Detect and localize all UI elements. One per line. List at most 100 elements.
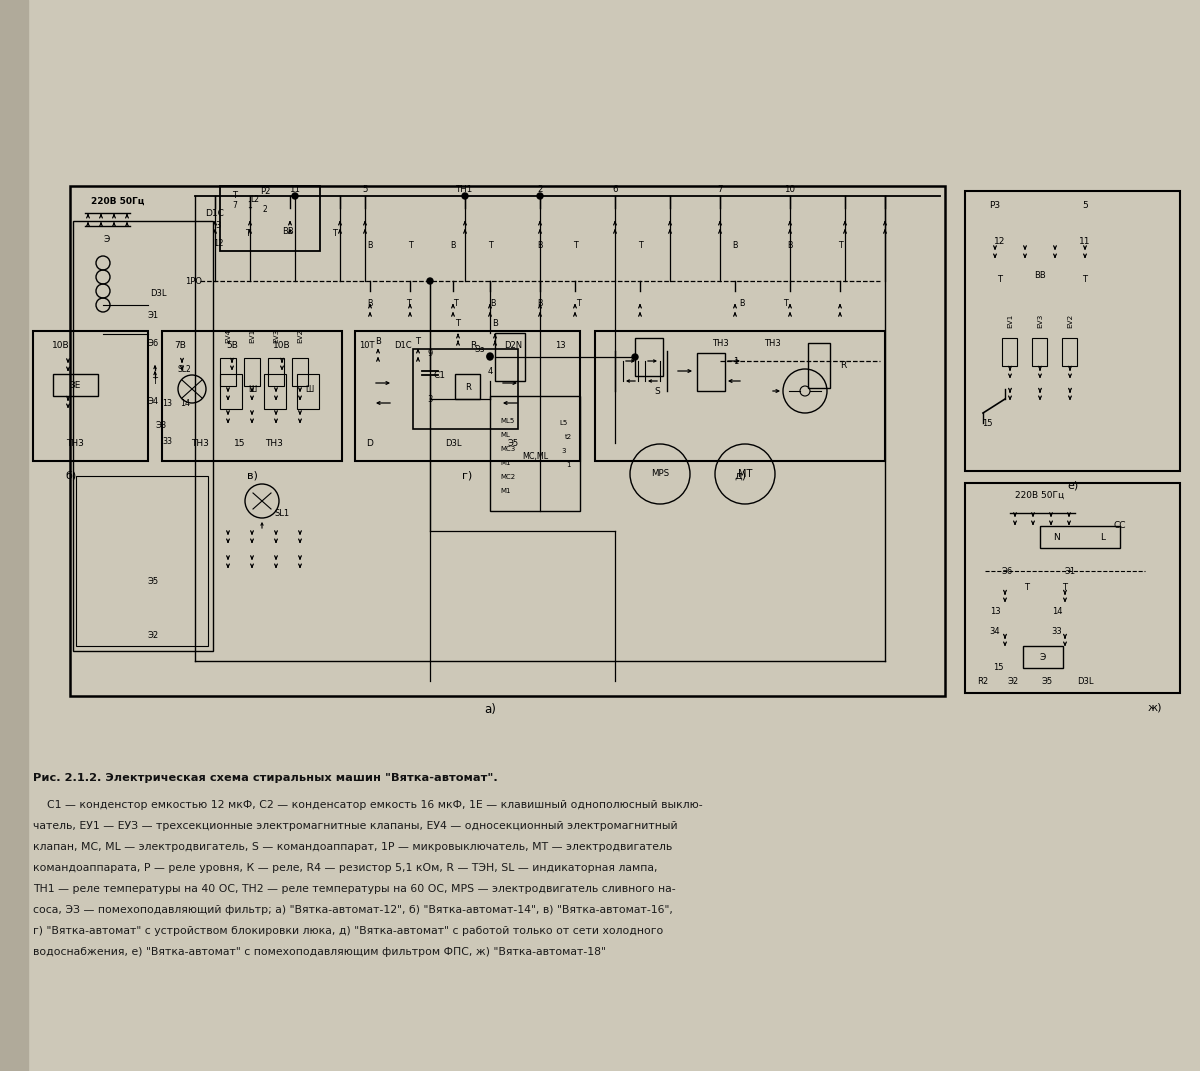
Text: D3L: D3L [150,288,167,298]
Text: MPS: MPS [650,469,670,479]
Text: В: В [492,318,498,328]
Text: 12: 12 [212,239,223,247]
Text: 1: 1 [565,462,570,468]
Text: Э6: Э6 [148,338,160,347]
Text: R: R [466,382,470,392]
Bar [70,186,946,696]
Text: Т: Т [997,274,1002,284]
Text: Р2: Р2 [260,186,270,196]
Text: R2: R2 [978,677,989,685]
Text: 15: 15 [234,438,246,448]
Text: 5: 5 [362,184,367,194]
Text: Э5: Э5 [1042,677,1052,685]
Text: в): в) [246,471,258,481]
Bar [355,331,580,461]
Text: б): б) [65,471,76,481]
Bar [292,358,308,386]
Text: В: В [367,241,373,250]
Text: ВВ: ВВ [1034,272,1046,281]
Text: водоснабжения, е) "Вятка-автомат" с помехоподавляющим фильтром ФПС, ж) "Вятка-ав: водоснабжения, е) "Вятка-автомат" с поме… [34,948,606,957]
Text: ТН3: ТН3 [265,438,283,448]
Text: ТН1 — реле температуры на 40 ОС, ТН2 — реле температуры на 60 ОС, MPS — электрод: ТН1 — реле температуры на 40 ОС, ТН2 — р… [34,885,676,894]
Text: Т: Т [408,241,413,250]
Text: Ш: Ш [305,384,313,393]
Text: ТН3: ТН3 [763,338,780,347]
Bar [455,374,480,399]
Text: SL2: SL2 [178,364,192,374]
Bar [697,353,725,391]
Text: Т: Т [1062,584,1068,592]
Text: МL5: МL5 [500,418,515,424]
Text: 33: 33 [1051,627,1062,635]
Text: Т: Т [838,241,842,250]
Bar [0,0,28,1071]
Bar [1040,526,1120,548]
Text: В: В [376,336,380,346]
Bar [965,191,1180,471]
Text: Т: Т [782,299,787,307]
Text: В: В [739,299,745,307]
Text: 5В: 5В [226,342,238,350]
Text: 13: 13 [162,398,172,407]
Text: Т: Т [1025,584,1030,592]
Text: МС,МL: МС,МL [522,452,548,461]
Text: Т: Т [246,228,251,238]
Text: Э6: Э6 [1001,567,1013,575]
Text: Эз: Эз [475,345,485,353]
Text: Т: Т [637,241,642,250]
Text: М1: М1 [500,461,510,466]
Text: R: R [840,362,846,371]
Text: В: В [732,241,738,250]
Text: Т: Т [233,191,238,199]
Text: ЕV1: ЕV1 [1007,314,1013,328]
Text: 7: 7 [718,184,722,194]
Text: 15: 15 [982,419,992,427]
Circle shape [632,355,638,360]
Text: Э2: Э2 [148,632,160,640]
Text: МС3: МС3 [500,446,515,452]
Text: МС2: МС2 [500,474,515,480]
Bar [1002,338,1018,366]
Text: СС: СС [1114,521,1127,529]
Text: D3L: D3L [1076,677,1093,685]
Text: L: L [1100,533,1105,543]
Text: клапан, МС, ML — электродвигатель, S — командоаппарат, 1Р — микровыключатель, МТ: клапан, МС, ML — электродвигатель, S — к… [34,842,672,853]
Text: 3: 3 [215,222,221,230]
Text: 1РО: 1РО [185,276,202,286]
Text: командоаппарата, Р — реле уровня, К — реле, R4 — резистор 5,1 кОм, R — ТЭН, SL —: командоаппарата, Р — реле уровня, К — ре… [34,863,658,873]
Text: чатель, ЕУ1 — ЕУЗ — трехсекционные электромагнитные клапаны, ЕУ4 — односекционны: чатель, ЕУ1 — ЕУЗ — трехсекционные элект… [34,821,678,831]
Bar [264,374,286,409]
Bar [490,396,580,511]
Text: 220В 50Гц: 220В 50Гц [91,196,145,206]
Bar [635,338,662,376]
Text: SL1: SL1 [275,509,289,517]
Bar [1062,338,1078,366]
Text: Р3: Р3 [990,201,1001,211]
Text: Т: Т [572,241,577,250]
Text: 10В: 10В [52,342,70,350]
Bar [268,358,284,386]
Text: МL: МL [500,432,510,438]
Text: 220В 50Гц: 220В 50Гц [1015,491,1064,499]
Bar [413,349,518,429]
Text: 7: 7 [233,201,238,211]
Text: 11: 11 [1079,237,1091,245]
Text: С1: С1 [434,372,446,380]
Text: S: S [654,387,660,395]
Text: Ш: Ш [248,384,256,393]
Text: Э3: Э3 [155,422,167,431]
Circle shape [427,278,433,284]
Bar [298,374,319,409]
Bar [162,331,342,461]
Text: Рис. 2.1.2. Электрическая схема стиральных машин "Вятка-автомат".: Рис. 2.1.2. Электрическая схема стиральн… [34,773,498,783]
Text: Т: Т [415,336,420,346]
Text: 1: 1 [733,357,739,365]
Text: Э: Э [1040,653,1046,663]
Bar [1032,338,1046,366]
Text: Т: Т [456,318,461,328]
Text: МТ: МТ [738,469,752,479]
Text: 1: 1 [247,201,252,211]
Text: М1: М1 [500,488,510,494]
Text: В: В [538,241,542,250]
Text: 3: 3 [562,448,566,454]
